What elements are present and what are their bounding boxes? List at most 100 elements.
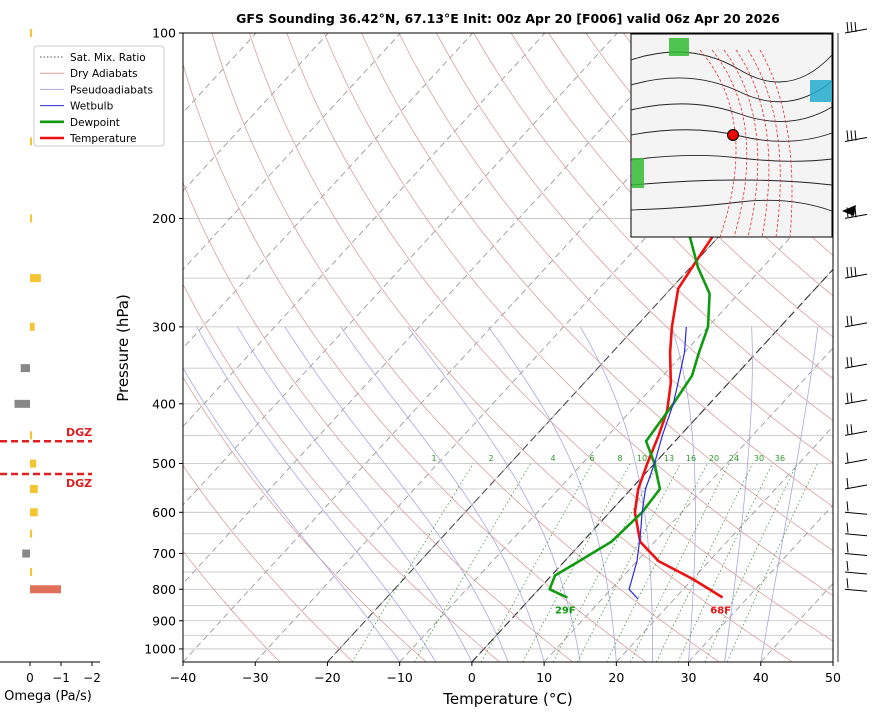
y-tick-label: 400 (152, 396, 176, 411)
omega-bar (30, 485, 38, 493)
omega-axis-label: Omega (Pa/s) (4, 689, 92, 704)
pseudoadiabat (488, 327, 616, 662)
x-tick-label: −40 (170, 670, 196, 685)
wind-pennant (842, 205, 856, 216)
wind-barb-flag (847, 561, 848, 571)
mixing-ratio-label: 30 (754, 454, 764, 463)
wind-barb-flag (847, 130, 848, 140)
omega-bar (30, 323, 35, 331)
wind-barb-staff (845, 589, 867, 591)
wind-barb-flag (847, 523, 848, 533)
legend-label: Sat. Mix. Ratio (70, 52, 146, 64)
mixing-ratio-label: 24 (729, 454, 739, 463)
x-tick-label: 30 (681, 670, 697, 685)
mixing-ratio-label: 6 (589, 454, 594, 463)
wind-barb-flag (851, 316, 852, 326)
mixing-ratio-line (656, 464, 753, 663)
wind-barb-flag (851, 130, 852, 140)
mixing-ratio-line (577, 464, 680, 663)
wind-barb-staff (845, 554, 867, 556)
wind-barbs (838, 22, 867, 662)
legend-label: Wetbulb (70, 101, 114, 113)
pseudoadiabat (161, 327, 400, 662)
x-tick-label: 50 (825, 670, 841, 685)
omega-bar (30, 137, 32, 145)
wind-barb-flag (851, 424, 852, 434)
omega-bar (30, 460, 36, 468)
y-tick-label: 500 (152, 456, 176, 471)
mixing-ratio-line (727, 464, 817, 663)
wind-barb-flag (847, 501, 848, 511)
mixing-ratio-label: 16 (686, 454, 696, 463)
wind-barb-flag (847, 453, 848, 463)
wind-barb-flag (855, 22, 856, 32)
mixing-ratio-label: 4 (550, 454, 555, 463)
y-tick-label: 200 (152, 211, 176, 226)
pseudoadiabat (238, 327, 472, 662)
omega-tick-label: 0 (26, 671, 34, 685)
legend: Sat. Mix. Ratio Dry Adiabats Pseudoadiabat… (34, 46, 164, 146)
wind-barb-flag (855, 267, 856, 277)
inset-map-location-marker (728, 130, 739, 141)
dewpoint-surface-label: 29F (555, 605, 576, 616)
pseudoadiabat (761, 327, 818, 662)
pseudoadiabat (285, 327, 508, 662)
mixing-ratio-label: 2 (488, 454, 493, 463)
mixing-ratio-label: 13 (664, 454, 674, 463)
legend-label: Pseudoadiabats (70, 84, 153, 96)
wind-barb-flag (851, 393, 852, 403)
inset-map (631, 34, 832, 237)
wind-barb-flag (847, 316, 848, 326)
pseudoadiabat (341, 327, 544, 662)
wind-barb-flag (847, 267, 848, 277)
wind-barb-flag (847, 543, 848, 553)
mixing-ratio-label: 20 (709, 454, 719, 463)
legend-label: Temperature (69, 133, 137, 145)
omega-bar (22, 550, 30, 558)
omega-bar (21, 364, 30, 372)
x-tick-label: 0 (468, 670, 476, 685)
dry-adiabat (848, 33, 877, 662)
mixing-ratio-label: 10 (637, 454, 647, 463)
isotherm-line (111, 33, 690, 662)
omega-bar (30, 585, 61, 593)
wind-barb-flag (847, 578, 848, 588)
mixing-ratio-line (414, 464, 530, 663)
omega-bar (30, 29, 32, 37)
wind-barb-flag (851, 357, 852, 367)
omega-bar (30, 508, 38, 516)
omega-bar (30, 568, 32, 576)
y-tick-label: 100 (152, 26, 176, 41)
y-tick-label: 700 (152, 546, 176, 561)
pseudoadiabat (580, 327, 652, 662)
wind-barb-staff (845, 534, 867, 536)
dgz-label-bottom: DGZ (66, 477, 92, 490)
omega-bar (30, 214, 32, 222)
y-axis-label: Pressure (hPa) (114, 294, 132, 402)
wind-barb-flag (847, 424, 848, 434)
omega-bar (15, 400, 31, 408)
y-tick-label: 800 (152, 582, 176, 597)
chart-title: GFS Sounding 36.42°N, 67.13°E Init: 00z … (236, 11, 780, 26)
wind-barb-staff (845, 572, 867, 574)
y-tick-label: 600 (152, 505, 176, 520)
omega-bar (30, 274, 41, 282)
omega-bar (30, 431, 32, 439)
wind-barb-flag (847, 393, 848, 403)
dgz-label-top: DGZ (66, 426, 92, 439)
isotherm-line (833, 33, 877, 662)
x-tick-label: 40 (753, 670, 769, 685)
inset-map-precip (810, 80, 832, 102)
temperature-surface-label: 68F (710, 605, 731, 616)
x-tick-label: −10 (386, 670, 412, 685)
legend-label: Dry Adiabats (70, 68, 138, 80)
wind-barb-flag (847, 357, 848, 367)
wind-barb-flag (847, 22, 848, 32)
wind-barb-flag (847, 478, 848, 488)
y-tick-label: 300 (152, 319, 176, 334)
inset-map-precip (669, 38, 689, 56)
omega-bar (30, 530, 32, 538)
wind-barb-staff (845, 512, 867, 514)
